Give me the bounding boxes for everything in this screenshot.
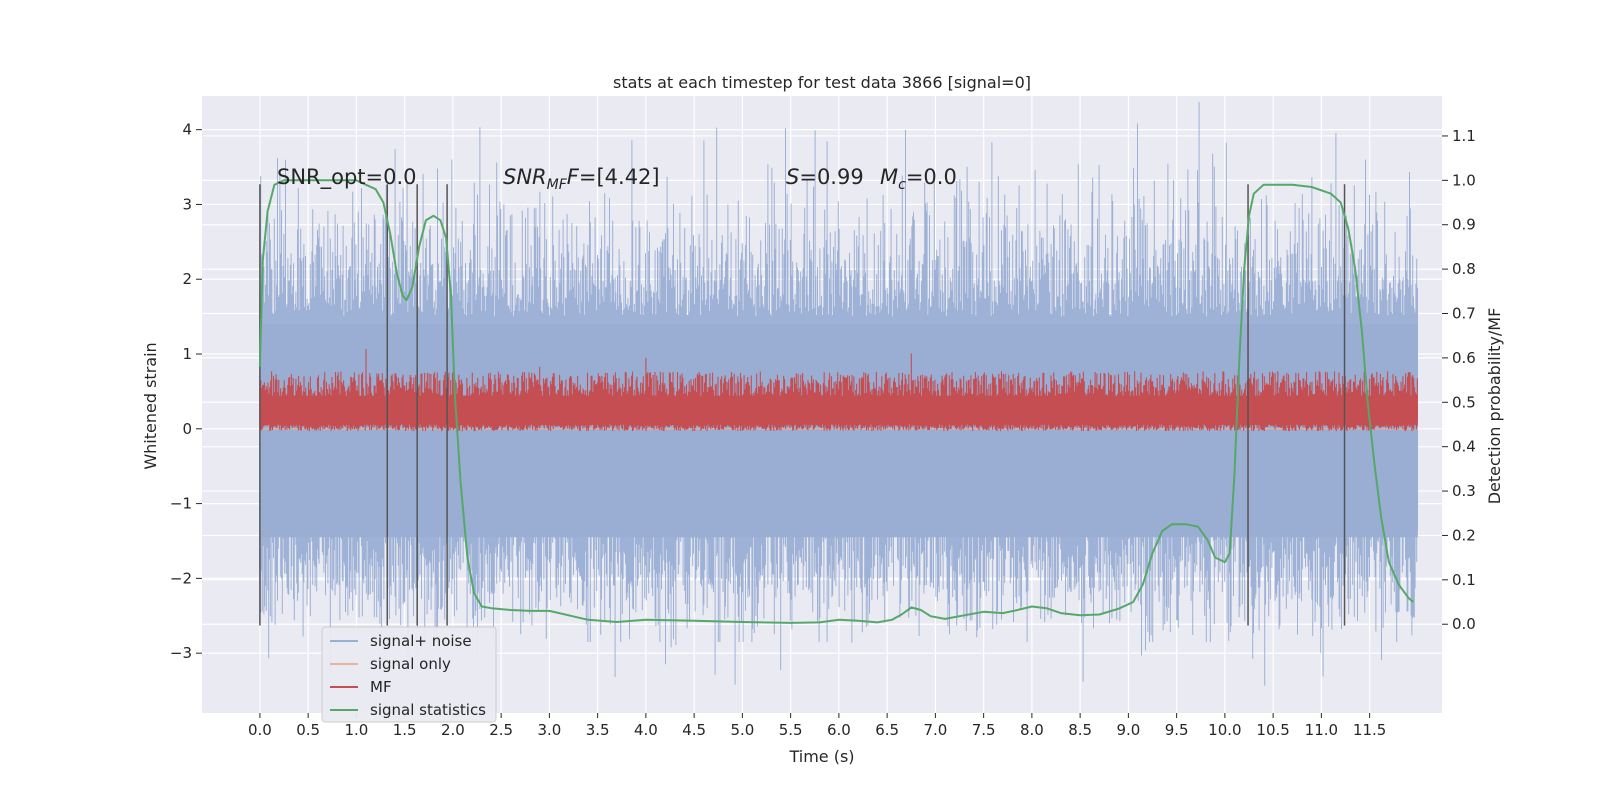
x-tick-label-17: 8.5 <box>1068 721 1092 739</box>
y2-tick-label-8: 0.8 <box>1452 260 1476 278</box>
y-tick-label-5: 2 <box>182 270 192 288</box>
s-symbol: S <box>786 165 799 189</box>
x-tick-label-2: 1.0 <box>344 721 368 739</box>
x-tick-label-21: 10.5 <box>1256 721 1289 739</box>
y2-tick-label-3: 0.3 <box>1452 482 1476 500</box>
y-tick-label-6: 3 <box>182 195 192 213</box>
x-tick-label-0: 0.0 <box>248 721 272 739</box>
legend-label-0: signal+ noise <box>370 632 472 650</box>
legend-label-1: signal only <box>370 655 451 673</box>
y-axis-label: Whitened strain <box>141 342 160 469</box>
y2-tick-label-11: 1.1 <box>1452 127 1476 145</box>
y2-tick-label-1: 0.1 <box>1452 571 1476 589</box>
y2-tick-label-4: 0.4 <box>1452 438 1476 456</box>
mc-value: =0.0 <box>906 165 957 189</box>
y-tick-label-7: 4 <box>182 121 192 139</box>
snr-mf-value: =[4.42] <box>579 165 660 189</box>
y2-axis-label: Detection probability/MF <box>1485 308 1504 505</box>
y-tick-label-4: 1 <box>182 345 192 363</box>
y2-tick-label-5: 0.5 <box>1452 393 1476 411</box>
x-tick-label-10: 5.0 <box>730 721 754 739</box>
legend-box <box>321 626 497 723</box>
signal-statistics-line <box>258 179 1414 624</box>
x-tick-label-9: 4.5 <box>682 721 706 739</box>
y2-tick-label-7: 0.7 <box>1452 305 1476 323</box>
legend: signal+ noise signal only MF signal statist… <box>321 626 497 723</box>
x-tick-label-22: 11.0 <box>1305 721 1338 739</box>
annotation-snr-opt: SNR_opt=0.0 <box>277 165 417 190</box>
legend-label-2: MF <box>370 678 392 696</box>
x-tick-label-11: 5.5 <box>779 721 803 739</box>
x-tick-label-3: 1.5 <box>393 721 417 739</box>
signal-statistics-series <box>258 179 1414 624</box>
x-tick-label-8: 4.0 <box>634 721 658 739</box>
snr-mf-subscript: MF <box>547 177 568 193</box>
y-tick-label-2: −1 <box>170 495 192 513</box>
x-axis-label: Time (s) <box>788 747 854 766</box>
y-axis-ticks: −3 −2 −1 0 1 2 3 4 <box>170 121 202 662</box>
x-tick-label-18: 9.0 <box>1116 721 1140 739</box>
y-tick-label-1: −2 <box>170 569 192 587</box>
x-axis-ticks: 0.0 0.5 1.0 1.5 2.0 2.5 3.0 3.5 4.0 4.5 5.0 5.5 6.0 6… <box>248 713 1386 739</box>
x-tick-label-19: 9.5 <box>1165 721 1189 739</box>
snr-mf-italic-f: F <box>567 165 580 189</box>
x-tick-label-15: 7.5 <box>972 721 996 739</box>
y-tick-label-0: −3 <box>170 644 192 662</box>
x-tick-label-1: 0.5 <box>296 721 320 739</box>
mf-series <box>259 349 1418 432</box>
x-tick-label-23: 11.5 <box>1353 721 1386 739</box>
s-value: =0.99 <box>799 165 863 189</box>
mc-subscript: c <box>898 177 906 193</box>
y2-tick-label-2: 0.2 <box>1452 526 1476 544</box>
y2-axis-ticks: 0.0 0.1 0.2 0.3 0.4 0.5 0.6 0.7 0.8 0.9 1.0 1.1 <box>1442 127 1476 633</box>
y2-tick-label-0: 0.0 <box>1452 615 1476 633</box>
annotation-s: S=0.99 <box>786 165 864 189</box>
x-tick-label-14: 7.0 <box>923 721 947 739</box>
annotation-snr-mf: SNRMFF=[4.42] <box>503 165 660 193</box>
x-tick-label-20: 10.0 <box>1208 721 1241 739</box>
y2-tick-label-6: 0.6 <box>1452 349 1476 367</box>
snr-mf-symbol: SNR <box>503 165 547 189</box>
y2-tick-label-9: 0.9 <box>1452 216 1476 234</box>
mf-core <box>259 395 1418 421</box>
y2-tick-label-10: 1.0 <box>1452 171 1476 189</box>
signal-noise-core <box>259 324 1418 538</box>
annotation-mc: Mc=0.0 <box>880 165 957 193</box>
legend-label-3: signal statistics <box>370 701 486 719</box>
y-tick-label-3: 0 <box>182 420 192 438</box>
x-tick-label-5: 2.5 <box>489 721 513 739</box>
x-tick-label-12: 6.0 <box>827 721 851 739</box>
chart-title: stats at each timestep for test data 386… <box>613 73 1031 92</box>
x-tick-label-13: 6.5 <box>875 721 899 739</box>
mc-symbol: M <box>880 165 898 189</box>
x-tick-label-6: 3.0 <box>537 721 561 739</box>
x-tick-label-4: 2.0 <box>441 721 465 739</box>
x-tick-label-7: 3.5 <box>586 721 610 739</box>
x-tick-label-16: 8.0 <box>1020 721 1044 739</box>
